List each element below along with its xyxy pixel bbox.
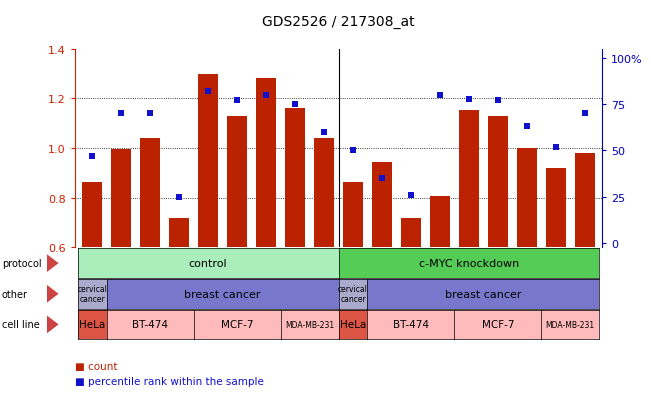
Point <box>579 111 590 117</box>
Point <box>464 96 474 103</box>
Text: BT-474: BT-474 <box>132 320 168 330</box>
Text: cervical
cancer: cervical cancer <box>77 285 107 304</box>
Point <box>319 129 329 136</box>
Text: breast cancer: breast cancer <box>184 289 261 299</box>
Bar <box>227 116 247 248</box>
Point <box>551 144 561 151</box>
Bar <box>285 109 305 248</box>
Point <box>261 93 271 99</box>
Bar <box>314 139 334 248</box>
Bar <box>517 149 537 248</box>
Bar <box>140 139 160 248</box>
Bar <box>169 218 189 248</box>
Text: BT-474: BT-474 <box>393 320 429 330</box>
Point <box>174 194 184 200</box>
Point <box>493 98 503 104</box>
Text: ■ count: ■ count <box>75 361 117 371</box>
Text: ■ percentile rank within the sample: ■ percentile rank within the sample <box>75 376 264 386</box>
Polygon shape <box>47 316 59 334</box>
Point <box>232 98 242 104</box>
Bar <box>546 169 566 248</box>
Bar <box>488 116 508 248</box>
Text: other: other <box>2 289 28 299</box>
Text: HeLa: HeLa <box>79 320 105 330</box>
Text: c-MYC knockdown: c-MYC knockdown <box>419 259 519 268</box>
Bar <box>111 150 132 248</box>
Text: cervical
cancer: cervical cancer <box>338 285 368 304</box>
Point <box>521 124 532 131</box>
Bar <box>256 79 276 248</box>
Text: protocol: protocol <box>2 259 42 268</box>
Text: MDA-MB-231: MDA-MB-231 <box>546 320 595 329</box>
Bar <box>459 110 479 248</box>
Point <box>406 192 416 199</box>
Point <box>377 176 387 182</box>
Text: MCF-7: MCF-7 <box>221 320 253 330</box>
Point <box>145 111 156 117</box>
Text: MDA-MB-231: MDA-MB-231 <box>285 320 334 329</box>
Bar <box>430 197 450 248</box>
Bar <box>198 74 218 248</box>
Text: MCF-7: MCF-7 <box>482 320 514 330</box>
Bar <box>82 182 102 248</box>
Point <box>290 102 300 108</box>
Bar <box>401 218 421 248</box>
Bar <box>372 162 392 248</box>
Text: cell line: cell line <box>2 320 40 330</box>
Point <box>348 148 358 154</box>
Point <box>203 89 214 95</box>
Polygon shape <box>47 285 59 303</box>
Bar <box>575 154 595 248</box>
Text: HeLa: HeLa <box>340 320 366 330</box>
Point <box>116 111 126 117</box>
Text: GDS2526 / 217308_at: GDS2526 / 217308_at <box>262 15 415 29</box>
Point <box>435 93 445 99</box>
Text: breast cancer: breast cancer <box>445 289 521 299</box>
Bar <box>343 182 363 248</box>
Polygon shape <box>47 254 59 273</box>
Point <box>87 153 98 160</box>
Text: control: control <box>189 259 227 268</box>
